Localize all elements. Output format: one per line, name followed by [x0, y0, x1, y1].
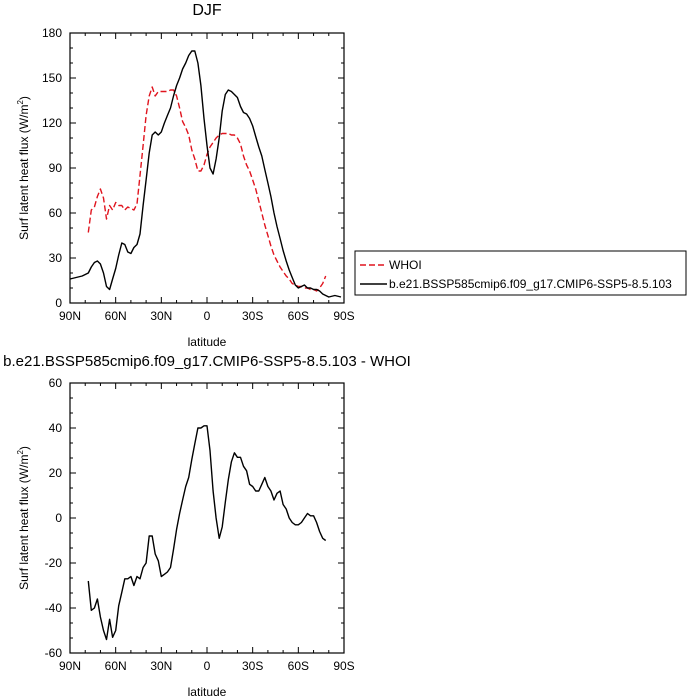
x-tick-label: 30S: [242, 659, 263, 673]
series-line-0: [87, 425, 327, 641]
x-tick-label: 60N: [105, 659, 127, 673]
y-tick-label: 40: [49, 421, 63, 435]
x-tick-label: 30S: [242, 309, 263, 323]
y-axis-label-close: ): [17, 446, 31, 450]
y-axis-label-superscript: 2: [16, 450, 25, 455]
y-tick-label: -40: [45, 601, 63, 615]
x-tick-label: 0: [204, 309, 211, 323]
x-tick-label: 0: [204, 659, 211, 673]
x-axis-label: latitude: [188, 685, 227, 699]
y-tick-label: 90: [49, 161, 63, 175]
y-axis-label-close: ): [17, 96, 31, 100]
legend-label-whoi: WHOI: [389, 258, 422, 272]
y-tick-label: 150: [42, 71, 62, 85]
y-tick-label: 120: [42, 116, 62, 130]
y-tick-label: 30: [49, 251, 63, 265]
x-tick-label: 90N: [59, 309, 81, 323]
y-tick-label: 180: [42, 26, 62, 40]
chart-title: b.e21.BSSP585cmip6.f09_g17.CMIP6-SSP5-8.…: [3, 353, 411, 370]
y-tick-label: -20: [45, 556, 63, 570]
legend-label-model: b.e21.BSSP585cmip6.f09_g17.CMIP6-SSP5-8.…: [389, 277, 672, 291]
legend: WHOI b.e21.BSSP585cmip6.f09_g17.CMIP6-SS…: [354, 250, 687, 296]
y-axis-label-superscript: 2: [16, 100, 25, 105]
series-line-0: [87, 86, 327, 292]
x-tick-label: 30N: [150, 659, 172, 673]
y-tick-label: 0: [55, 296, 62, 310]
x-tick-label: 60S: [288, 659, 309, 673]
x-tick-label: 90N: [59, 659, 81, 673]
y-axis-label-main: Surf latent heat flux (W/m: [17, 455, 31, 590]
difference-chart: b.e21.BSSP585cmip6.f09_g17.CMIP6-SSP5-8.…: [3, 353, 411, 699]
y-tick-label: 60: [49, 376, 63, 390]
y-axis-label-main: Surf latent heat flux (W/m: [17, 105, 31, 240]
y-tick-label: 60: [49, 206, 63, 220]
y-tick-label: -60: [45, 646, 63, 660]
y-axis-label: Surf latent heat flux (W/m2): [16, 446, 31, 590]
x-tick-label: 60S: [288, 309, 309, 323]
djf-chart: DJF 90N 60N 30N 0 30S 60S 90S0306090120150180 …: [16, 2, 687, 349]
x-axis-label: latitude: [188, 335, 227, 349]
plot-frame: [69, 32, 345, 304]
legend-box: [354, 250, 687, 296]
x-tick-label: 90S: [333, 659, 354, 673]
series-line-1: [69, 50, 342, 298]
x-tick-label: 90S: [333, 309, 354, 323]
chart-title: DJF: [192, 2, 222, 19]
y-tick-label: 20: [49, 466, 63, 480]
y-tick-label: 0: [55, 511, 62, 525]
plot-frame: [69, 382, 345, 654]
x-tick-label: 60N: [105, 309, 127, 323]
y-axis-label: Surf latent heat flux (W/m2): [16, 96, 31, 240]
x-tick-label: 30N: [150, 309, 172, 323]
